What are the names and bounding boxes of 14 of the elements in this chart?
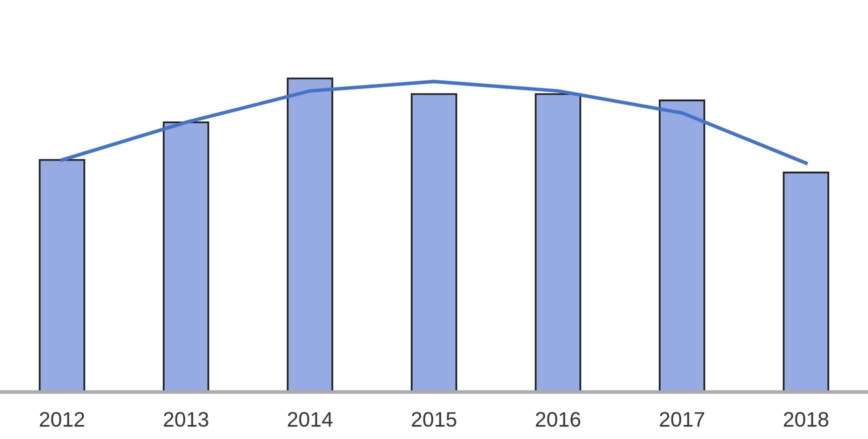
- x-tick-label: 2017: [660, 412, 704, 427]
- x-tick-label: 2018: [784, 412, 828, 427]
- bar: [410, 93, 458, 392]
- bar: [782, 172, 830, 392]
- x-tick-label: 2013: [164, 412, 208, 427]
- bar: [534, 93, 582, 392]
- x-tick-label: 2016: [536, 412, 580, 427]
- x-tick-label: 2012: [40, 412, 84, 427]
- bar: [286, 78, 334, 392]
- x-tick-label: 2015: [412, 412, 456, 427]
- bar: [658, 100, 706, 392]
- x-tick-label: 2014: [288, 412, 333, 427]
- bar: [162, 121, 210, 392]
- bar: [38, 159, 86, 392]
